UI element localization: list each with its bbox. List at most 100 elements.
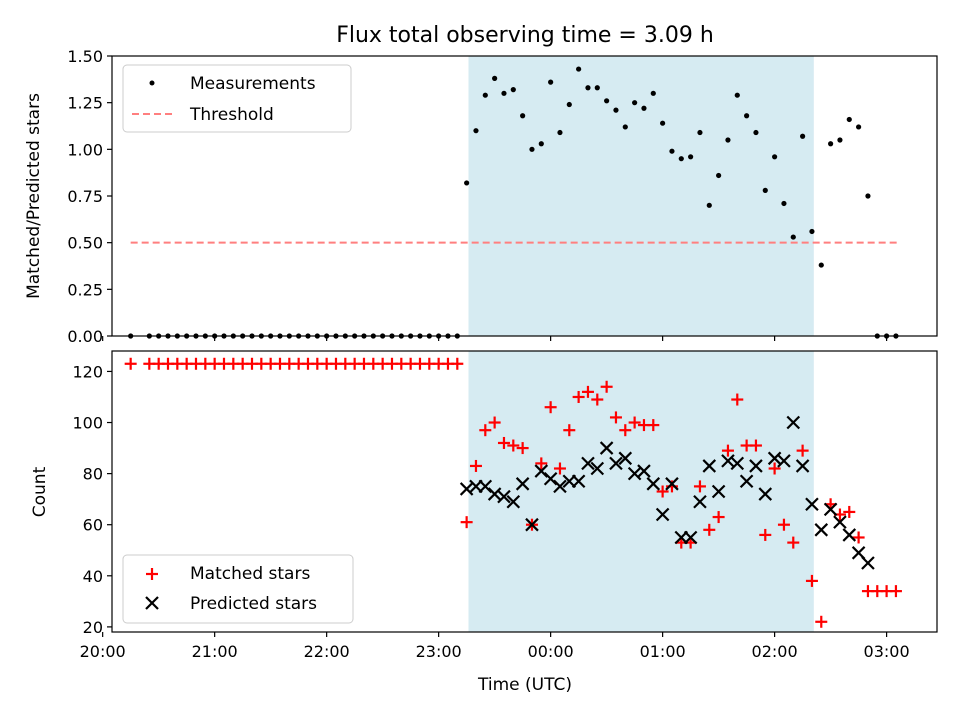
predicted-star-marker bbox=[739, 474, 754, 489]
measurement-point bbox=[632, 100, 638, 106]
measurement-point bbox=[510, 87, 516, 93]
x-tick-label: 22:00 bbox=[304, 642, 350, 661]
observing-window-shade bbox=[468, 56, 814, 336]
predicted-star-marker bbox=[814, 523, 829, 537]
legend-measurements-label: Measurements bbox=[190, 74, 316, 94]
matched-star-marker bbox=[544, 401, 557, 414]
matched-star-marker bbox=[516, 442, 529, 455]
measurement-point bbox=[678, 156, 684, 162]
matched-star-marker bbox=[759, 528, 772, 541]
bottom-x-ticks: 20:00 21:00 22:00 23:00 00:00 01:00 02:00 03:00 bbox=[80, 632, 910, 661]
y-tick-label: 20 bbox=[83, 618, 103, 637]
matched-star-marker bbox=[768, 462, 781, 475]
top-legend: Measurements Threshold bbox=[122, 64, 352, 133]
observing-window-shade bbox=[468, 351, 814, 632]
bottom-panel: 20 40 60 80 100 120 20:00 21:00 22:00 23:00 00:00… bbox=[30, 350, 938, 695]
predicted-star-marker bbox=[515, 477, 530, 491]
predicted-star-marker bbox=[553, 479, 567, 494]
x-axis-label: Time (UTC) bbox=[477, 675, 572, 695]
predicted-star-marker bbox=[833, 515, 847, 529]
top-x-ticks bbox=[102, 336, 888, 341]
legend-matched-marker bbox=[146, 568, 158, 580]
y-tick-label: 1.25 bbox=[67, 94, 103, 113]
predicted-star-marker bbox=[655, 507, 670, 522]
predicted-star-marker bbox=[543, 471, 558, 486]
measurement-point bbox=[837, 137, 843, 143]
y-tick-label: 120 bbox=[72, 362, 103, 381]
y-tick-label: 80 bbox=[83, 465, 103, 484]
y-tick-label: 60 bbox=[83, 516, 103, 535]
predicted-star-marker bbox=[777, 454, 791, 468]
y-tick-label: 1.50 bbox=[67, 47, 103, 66]
matched-star-marker bbox=[796, 444, 809, 457]
measurement-point bbox=[585, 85, 591, 91]
measurement-point bbox=[697, 129, 703, 136]
measurement-point bbox=[464, 180, 470, 186]
matched-star-marker bbox=[889, 585, 902, 598]
measurement-point bbox=[762, 187, 768, 193]
matched-star-marker bbox=[600, 380, 613, 393]
measurement-point bbox=[529, 146, 535, 152]
y-tick-label: 1.00 bbox=[67, 140, 103, 159]
measurement-point bbox=[566, 101, 572, 108]
matched-star-marker bbox=[721, 444, 734, 457]
matched-star-marker bbox=[591, 393, 604, 406]
predicted-star-marker bbox=[618, 451, 633, 466]
measurement-point bbox=[744, 113, 750, 119]
predicted-star-marker bbox=[683, 530, 698, 545]
y-tick-label: 40 bbox=[83, 567, 103, 586]
bottom-plot-frame bbox=[111, 350, 938, 633]
predicted-star-marker bbox=[786, 415, 801, 430]
matched-star-marker bbox=[563, 424, 576, 437]
legend-threshold-label: Threshold bbox=[189, 105, 274, 125]
measurement-point bbox=[473, 128, 479, 134]
measurement-point bbox=[594, 85, 600, 91]
top-y-ticks: 0.00 0.25 0.50 0.75 1.00 1.25 1.50 bbox=[67, 47, 112, 346]
predicted-star-marker bbox=[842, 528, 857, 542]
measurement-point bbox=[548, 79, 554, 85]
measurement-point bbox=[865, 193, 871, 199]
predicted-star-marker bbox=[478, 479, 493, 494]
matched-star-marker bbox=[787, 536, 800, 549]
matched-star-marker bbox=[497, 436, 510, 449]
matched-star-marker bbox=[805, 574, 818, 587]
x-tick-label: 23:00 bbox=[416, 642, 462, 661]
legend-matched-label: Matched stars bbox=[190, 564, 310, 584]
predicted-star-marker bbox=[693, 494, 707, 509]
predicted-star-marker bbox=[730, 456, 745, 471]
matched-star-marker bbox=[479, 424, 492, 437]
legend-predicted-label: Predicted stars bbox=[190, 594, 317, 614]
bottom-legend-box bbox=[122, 554, 354, 624]
matched-star-marker bbox=[469, 459, 482, 472]
predicted-star-marker bbox=[599, 441, 614, 455]
matched-star-marker bbox=[749, 439, 762, 452]
x-tick-label: 02:00 bbox=[752, 642, 798, 661]
matched-star-marker bbox=[843, 505, 856, 518]
bottom-y-axis-label: Count bbox=[30, 466, 50, 517]
y-tick-label: 0.50 bbox=[67, 234, 103, 253]
predicted-star-marker bbox=[571, 474, 586, 489]
measurement-point bbox=[538, 141, 544, 147]
predicted-stars-points bbox=[459, 415, 875, 570]
measurement-point bbox=[772, 154, 778, 160]
measurement-point bbox=[650, 90, 656, 96]
top-plot-frame bbox=[111, 55, 938, 337]
matched-star-marker bbox=[693, 480, 706, 493]
top-panel: 0.00 0.25 0.50 0.75 1.00 1.25 1.50 Matched/Pre… bbox=[24, 47, 938, 346]
measurement-point bbox=[790, 234, 796, 240]
top-y-axis-label: Matched/Predicted stars bbox=[24, 93, 44, 299]
measurement-point bbox=[716, 172, 722, 179]
predicted-star-marker bbox=[609, 456, 623, 471]
bottom-y-ticks: 20 40 60 80 100 120 bbox=[72, 362, 112, 637]
measurement-point bbox=[669, 148, 675, 154]
matched-star-marker bbox=[572, 390, 585, 403]
matched-star-marker bbox=[553, 462, 566, 475]
measurement-point bbox=[660, 120, 666, 126]
measurement-point bbox=[482, 92, 488, 98]
matched-star-marker bbox=[656, 485, 669, 498]
matched-star-marker bbox=[581, 385, 594, 398]
matched-star-marker bbox=[488, 416, 501, 429]
predicted-star-marker bbox=[590, 461, 605, 476]
x-tick-label: 03:00 bbox=[864, 642, 910, 661]
